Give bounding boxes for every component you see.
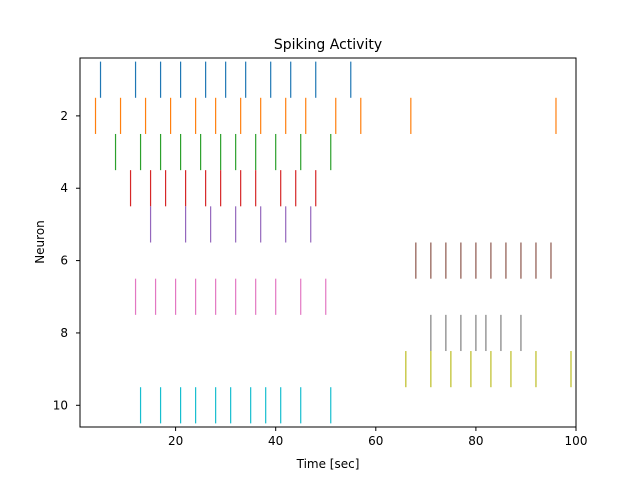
y-tick-label: 10 bbox=[53, 398, 68, 412]
neuron-3-spikes bbox=[114, 133, 332, 171]
y-axis-label: Neuron bbox=[33, 220, 47, 264]
x-axis-ticks: 20 40 60 80 100 bbox=[168, 427, 587, 448]
neuron-10-spikes bbox=[139, 387, 332, 424]
neuron-6-spikes bbox=[415, 242, 552, 279]
y-tick-label: 6 bbox=[60, 254, 68, 268]
neuron-5-spikes bbox=[149, 206, 312, 243]
x-tick-label: 20 bbox=[168, 434, 183, 448]
y-tick-label: 8 bbox=[60, 326, 68, 340]
neuron-4-spikes bbox=[129, 170, 317, 207]
y-tick-label: 2 bbox=[60, 109, 68, 123]
x-tick-label: 40 bbox=[268, 434, 283, 448]
x-axis-label: Time [sec] bbox=[296, 457, 360, 471]
x-tick-label: 80 bbox=[468, 434, 483, 448]
chart-title: Spiking Activity bbox=[274, 37, 382, 53]
y-tick-label: 4 bbox=[60, 181, 68, 195]
spike-marks bbox=[94, 61, 572, 424]
neuron-1-spikes bbox=[99, 61, 352, 98]
neuron-2-spikes bbox=[94, 97, 557, 134]
neuron-7-spikes bbox=[134, 278, 327, 315]
plot-frame bbox=[79, 57, 577, 428]
y-axis-ticks: 2 4 6 8 10 bbox=[53, 109, 80, 412]
neuron-9-spikes bbox=[405, 351, 572, 388]
neuron-8-spikes bbox=[430, 314, 522, 352]
x-tick-label: 60 bbox=[368, 434, 383, 448]
x-tick-label: 100 bbox=[565, 434, 588, 448]
